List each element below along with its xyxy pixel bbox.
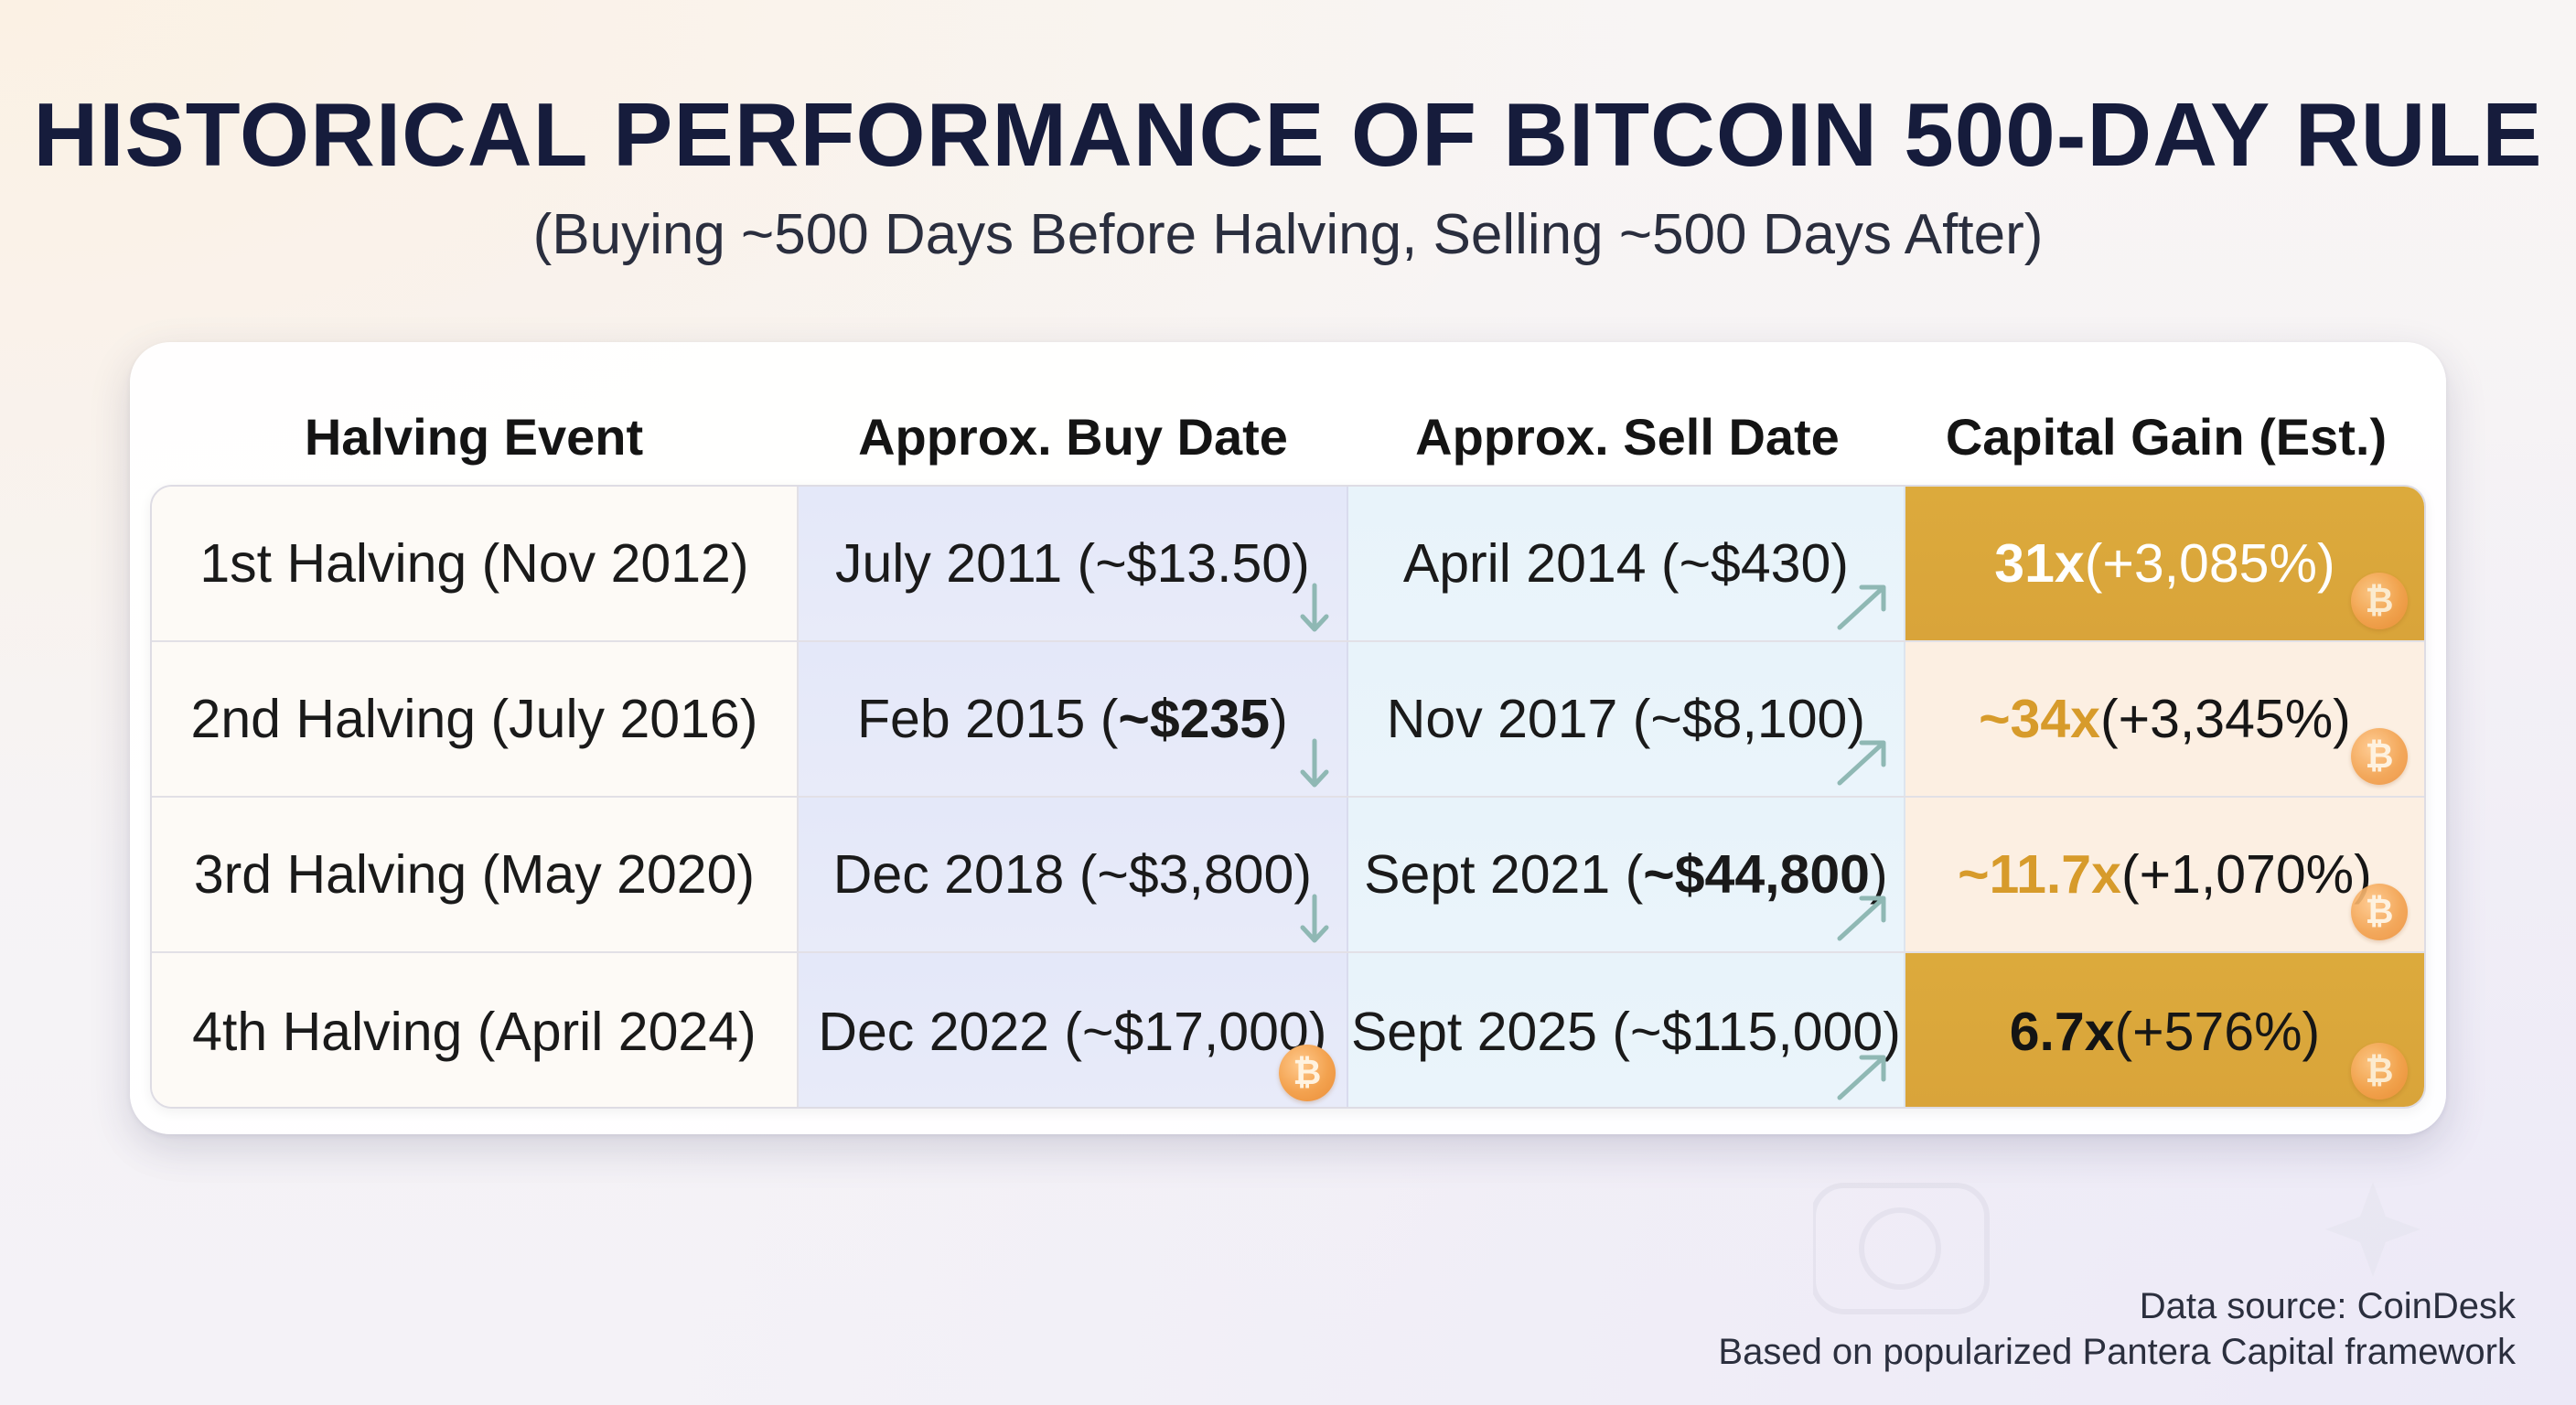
- buy-close: ): [1293, 844, 1312, 905]
- buy-price: ~$17,000: [1081, 1002, 1309, 1062]
- buy-date-text: Feb 2015 (: [857, 689, 1119, 749]
- buy-price: ~$235: [1118, 689, 1271, 749]
- buy-date-cell: Dec 2018 (~$3,800): [798, 798, 1348, 951]
- buy-price: ~$3,800: [1097, 844, 1294, 905]
- bitcoin-coin-icon: ₿: [2350, 573, 2408, 629]
- gain-multiple: 31x: [1994, 533, 2085, 594]
- sell-date-cell: Nov 2017 (~$8,100): [1347, 642, 1905, 796]
- sell-close: ): [1847, 689, 1865, 749]
- sell-date-text: Nov 2017 (: [1386, 689, 1651, 749]
- sell-price: ~$44,800: [1643, 844, 1870, 905]
- buy-close: ): [1292, 533, 1310, 594]
- table-row: 1st Halving (Nov 2012) July 2011 (~$13.5…: [152, 487, 2424, 642]
- column-header-buy-date: Approx. Buy Date: [858, 407, 1288, 466]
- buy-date-text: Dec 2022 (: [818, 1002, 1082, 1062]
- sell-date-cell: April 2014 (~$430): [1347, 487, 1905, 640]
- halving-event-cell: 3rd Halving (May 2020): [152, 798, 799, 951]
- sell-close: ): [1830, 533, 1849, 594]
- buy-date-cell: Feb 2015 (~$235): [798, 642, 1348, 796]
- arrow-up-right-icon: [1837, 740, 1886, 786]
- buy-date-cell: Dec 2022 (~$17,000) ₿: [798, 953, 1348, 1107]
- table-row: 3rd Halving (May 2020) Dec 2018 (~$3,800…: [152, 798, 2424, 953]
- sell-date-text: Sept 2025 (: [1350, 1002, 1631, 1062]
- table-row: 2nd Halving (July 2016) Feb 2015 (~$235)…: [152, 642, 2424, 798]
- halving-event-cell: 1st Halving (Nov 2012): [152, 487, 799, 640]
- column-header-capital-gain: Capital Gain (Est.): [1945, 407, 2388, 466]
- sell-date-text: Sept 2021 (: [1364, 844, 1644, 905]
- table-row: 4th Halving (April 2024) Dec 2022 (~$17,…: [152, 953, 2424, 1107]
- sell-price: ~$115,000: [1630, 1002, 1884, 1062]
- capital-gain-cell: ~11.7x (+1,070%) ₿: [1905, 798, 2424, 951]
- gain-percent: (+3,085%): [2084, 533, 2335, 594]
- sell-date-text: April 2014 (: [1402, 533, 1680, 594]
- data-source-note: Data source: CoinDesk: [2139, 1286, 2516, 1326]
- bitcoin-coin-icon: ₿: [2350, 1043, 2408, 1099]
- bitcoin-coin-icon: ₿: [2350, 728, 2408, 785]
- halving-event-label: 2nd Halving (July 2016): [190, 689, 758, 749]
- sell-date-cell: Sept 2025 (~$115,000): [1347, 953, 1905, 1107]
- buy-date-cell: July 2011 (~$13.50): [798, 487, 1348, 640]
- table-body: 1st Halving (Nov 2012) July 2011 (~$13.5…: [150, 485, 2426, 1109]
- sell-date-cell: Sept 2021 (~$44,800): [1347, 798, 1905, 951]
- capital-gain-cell: 6.7x (+576%) ₿: [1905, 953, 2424, 1107]
- gain-percent: (+1,070%): [2120, 844, 2372, 905]
- halving-event-label: 4th Halving (April 2024): [192, 1002, 757, 1062]
- performance-table-card: Halving Event Approx. Buy Date Approx. S…: [130, 342, 2446, 1134]
- arrow-down-icon: [1300, 738, 1329, 788]
- buy-close: ): [1270, 689, 1288, 749]
- sell-price: ~$8,100: [1650, 689, 1848, 749]
- column-header-sell-date: Approx. Sell Date: [1415, 407, 1840, 466]
- bitcoin-coin-icon: ₿: [1278, 1045, 1336, 1101]
- halving-event-cell: 2nd Halving (July 2016): [152, 642, 799, 796]
- arrow-up-right-icon: [1837, 1055, 1886, 1100]
- table-header: Halving Event Approx. Buy Date Approx. S…: [150, 360, 2426, 512]
- bitcoin-coin-icon: ₿: [2350, 884, 2408, 940]
- framework-note: Based on popularized Pantera Capital fra…: [1718, 1332, 2516, 1372]
- halving-event-label: 3rd Halving (May 2020): [193, 844, 756, 905]
- arrow-up-right-icon: [1837, 896, 1886, 941]
- sell-close: ): [1883, 1002, 1901, 1062]
- watermark-logo: [1813, 1182, 2420, 1314]
- buy-price: ~$13.50: [1095, 533, 1293, 594]
- halving-event-label: 1st Halving (Nov 2012): [199, 533, 749, 594]
- arrow-down-icon: [1300, 583, 1329, 632]
- column-header-halving-event: Halving Event: [304, 407, 644, 466]
- gain-percent: (+3,345%): [2099, 689, 2351, 749]
- sell-close: ): [1869, 844, 1888, 905]
- gain-multiple: ~34x: [1979, 689, 2100, 749]
- buy-date-text: July 2011 (: [834, 533, 1096, 594]
- halving-event-cell: 4th Halving (April 2024): [152, 953, 799, 1107]
- capital-gain-cell: ~34x (+3,345%) ₿: [1905, 642, 2424, 796]
- arrow-down-icon: [1300, 894, 1329, 943]
- arrow-up-right-icon: [1837, 585, 1886, 630]
- buy-date-text: Dec 2018 (: [832, 844, 1098, 905]
- gain-multiple: ~11.7x: [1958, 844, 2121, 905]
- gain-multiple: 6.7x: [2009, 1002, 2115, 1062]
- page-subtitle: (Buying ~500 Days Before Halving, Sellin…: [532, 203, 2044, 266]
- capital-gain-cell: 31x (+3,085%) ₿: [1905, 487, 2424, 640]
- page-title: HISTORICAL PERFORMANCE OF BITCOIN 500-DA…: [33, 84, 2543, 185]
- sell-price: ~$430: [1679, 533, 1831, 594]
- gain-percent: (+576%): [2114, 1002, 2321, 1062]
